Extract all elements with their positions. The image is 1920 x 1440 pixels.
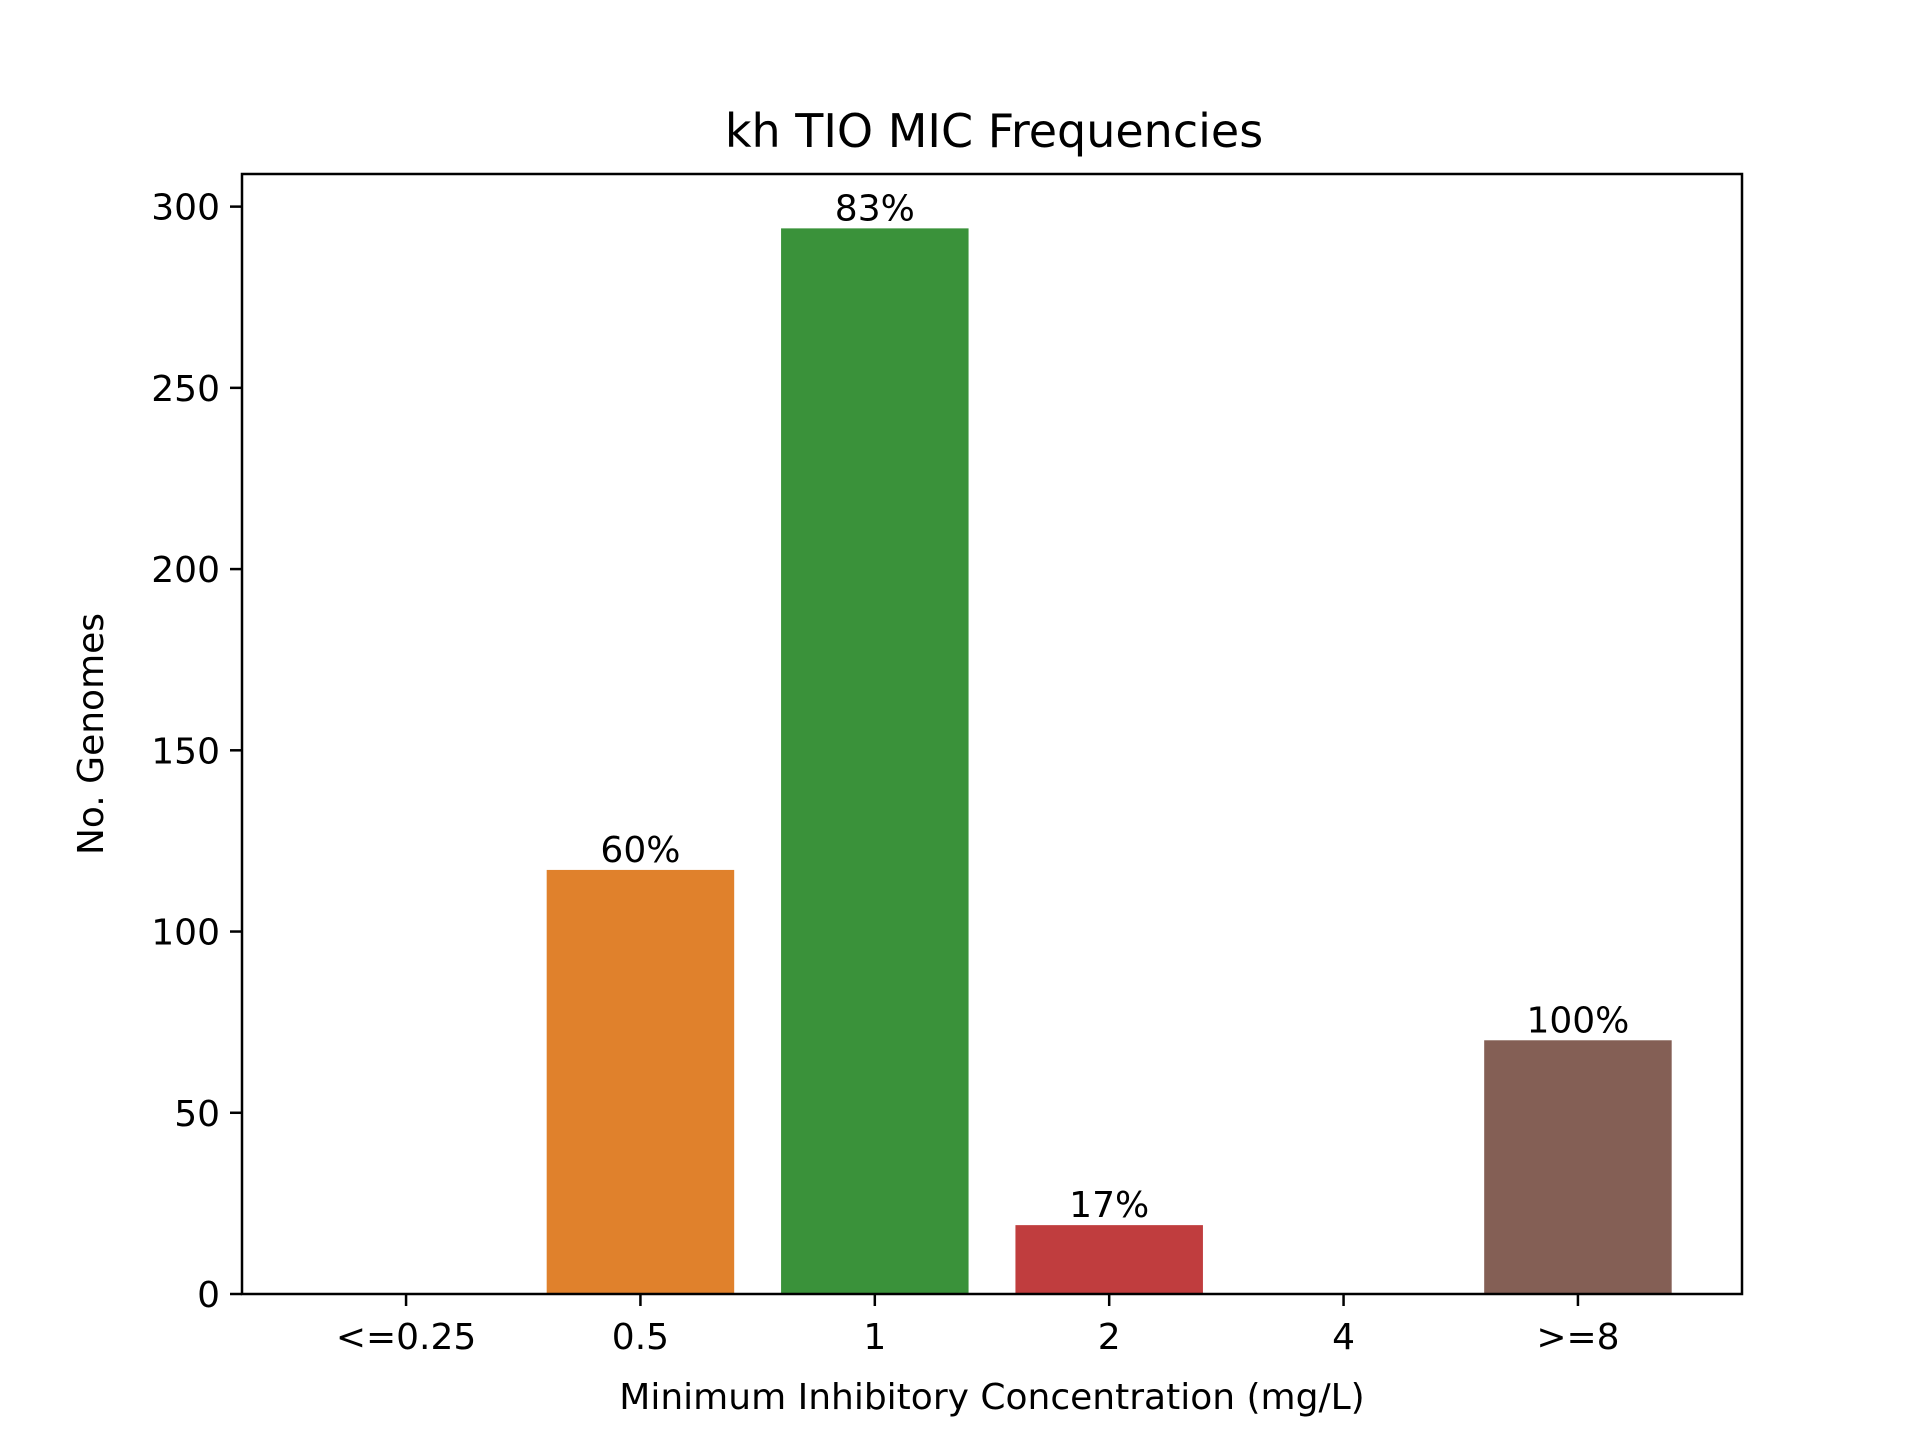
y-axis-label: No. Genomes <box>71 613 112 855</box>
x-tick-label-0-5: 0.5 <box>612 1317 669 1358</box>
bar-2 <box>1015 1225 1203 1294</box>
x-axis-ticks: <=0.25 0.5 1 2 4 >=8 <box>336 1294 1620 1358</box>
bar-label-1: 83% <box>835 188 915 229</box>
bar-label-2: 17% <box>1069 1185 1149 1226</box>
bar-label-0-5: 60% <box>600 830 680 871</box>
y-tick-label-50: 50 <box>174 1094 220 1135</box>
x-tick-label-4: 4 <box>1332 1317 1355 1358</box>
bar-1 <box>781 228 969 1295</box>
y-tick-label-0: 0 <box>197 1275 220 1316</box>
plot-frame <box>240 172 1744 1296</box>
bars-group <box>546 228 1672 1295</box>
bar-label-ge-8: 100% <box>1526 1000 1629 1041</box>
y-tick-label-250: 250 <box>151 369 220 410</box>
y-tick-label-200: 200 <box>151 550 220 591</box>
x-axis-label: Minimum Inhibitory Concentration (mg/L) <box>619 1377 1364 1418</box>
x-tick-label-1: 1 <box>863 1317 886 1358</box>
y-tick-label-300: 300 <box>151 188 220 229</box>
chart-title: kh TIO MIC Frequencies <box>725 104 1263 158</box>
bar-labels-group: 60% 83% 17% 100% <box>600 188 1629 1226</box>
bar-ge-8 <box>1484 1040 1672 1294</box>
x-tick-label-le-0-25: <=0.25 <box>336 1317 476 1358</box>
y-tick-label-100: 100 <box>151 913 220 954</box>
y-axis-ticks: 0 50 100 150 200 250 300 <box>151 188 242 1316</box>
x-tick-label-ge-8: >=8 <box>1536 1317 1619 1358</box>
bar-0-5 <box>546 869 735 1294</box>
y-tick-label-150: 150 <box>151 731 220 772</box>
x-tick-label-2: 2 <box>1098 1317 1121 1358</box>
